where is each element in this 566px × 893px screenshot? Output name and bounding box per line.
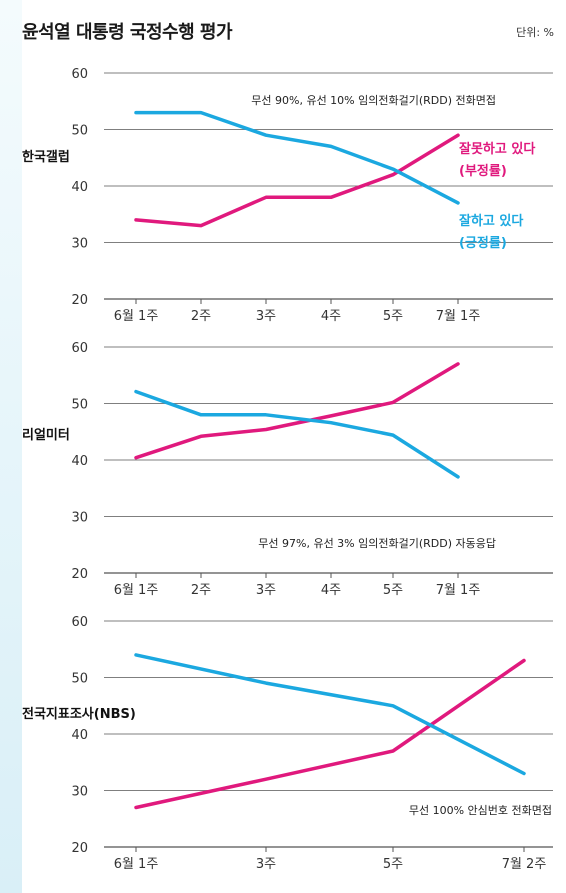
method-note: 무선 90%, 유선 10% 임의전화걸기(RDD) 전화면접 <box>251 94 496 107</box>
positive-annotation: 잘하고 있다 <box>459 213 523 229</box>
method-note: 무선 100% 안심번호 전화면접 <box>409 804 552 817</box>
x-tick-label: 7월 1주 <box>436 309 481 324</box>
negative-series-line <box>134 362 460 460</box>
negative-annotation: (부정률) <box>459 163 507 179</box>
unit-label: 단위: % <box>516 26 554 39</box>
negative-series-line <box>134 133 460 228</box>
x-tick-label: 6월 1주 <box>114 857 159 872</box>
positive-annotation: (긍정률) <box>459 235 507 251</box>
x-tick-label: 7월 2주 <box>502 857 547 872</box>
y-tick-label: 20 <box>71 841 88 856</box>
positive-series-line <box>134 110 460 205</box>
y-tick-label: 20 <box>71 293 88 308</box>
y-tick-label: 30 <box>71 237 88 252</box>
y-tick-label: 50 <box>71 672 88 687</box>
y-tick-label: 60 <box>71 341 88 356</box>
x-tick-label: 7월 1주 <box>436 583 481 598</box>
x-tick-label: 2주 <box>191 309 211 324</box>
x-tick-label: 5주 <box>383 857 403 872</box>
x-tick-label: 5주 <box>383 583 403 598</box>
y-tick-label: 50 <box>71 124 88 139</box>
x-tick-label: 6월 1주 <box>114 309 159 324</box>
x-tick-label: 5주 <box>383 309 403 324</box>
chart-title: 윤석열 대통령 국정수행 평가 <box>22 22 233 43</box>
method-note: 무선 97%, 유선 3% 임의전화걸기(RDD) 자동응답 <box>258 537 496 550</box>
y-tick-label: 40 <box>71 454 88 469</box>
x-tick-label: 4주 <box>321 583 341 598</box>
left-decorative-strip <box>0 0 22 893</box>
panel-label: 전국지표조사(NBS) <box>22 706 136 722</box>
x-tick-label: 3주 <box>256 309 276 324</box>
panel-label: 리얼미터 <box>22 427 70 443</box>
y-tick-label: 60 <box>71 67 88 82</box>
negative-annotation: 잘못하고 있다 <box>459 141 535 157</box>
x-tick-label: 3주 <box>256 857 276 872</box>
y-tick-label: 30 <box>71 785 88 800</box>
positive-series-line <box>134 653 526 776</box>
panel-label: 한국갤럽 <box>22 149 70 165</box>
x-tick-label: 2주 <box>191 583 211 598</box>
positive-series-line <box>134 389 460 479</box>
y-tick-label: 40 <box>71 180 88 195</box>
y-tick-label: 30 <box>71 511 88 526</box>
x-tick-label: 4주 <box>321 309 341 324</box>
y-tick-label: 40 <box>71 728 88 743</box>
x-tick-label: 3주 <box>256 583 276 598</box>
y-tick-label: 20 <box>71 567 88 582</box>
negative-series-line <box>134 658 526 810</box>
y-tick-label: 60 <box>71 615 88 630</box>
y-tick-label: 50 <box>71 398 88 413</box>
x-tick-label: 6월 1주 <box>114 583 159 598</box>
